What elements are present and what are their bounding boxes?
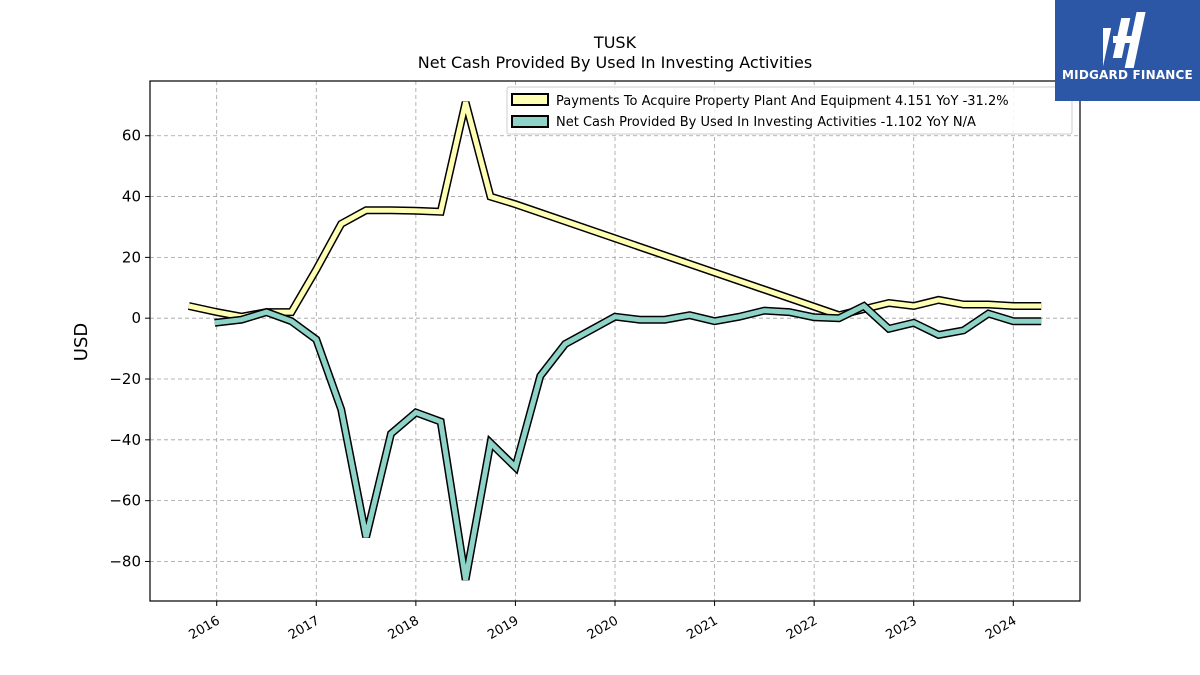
series-layer bbox=[187, 101, 1042, 581]
series-outline bbox=[214, 301, 1042, 581]
brand-mark-icon bbox=[1103, 12, 1146, 68]
series-line bbox=[214, 303, 1042, 581]
x-tick-label: 2016 bbox=[187, 613, 223, 643]
series-line bbox=[188, 101, 1042, 320]
y-tick-label: −20 bbox=[109, 370, 141, 388]
x-tick-label: 2017 bbox=[286, 613, 322, 643]
y-tick-label: 60 bbox=[122, 127, 141, 145]
y-tick-label: 40 bbox=[122, 188, 141, 206]
x-tick-label: 2022 bbox=[784, 613, 820, 643]
x-tick-label: 2021 bbox=[684, 613, 720, 643]
grid bbox=[150, 81, 1080, 601]
y-tick-label: −40 bbox=[109, 431, 141, 449]
y-tick-label: 0 bbox=[131, 309, 141, 327]
legend: Payments To Acquire Property Plant And E… bbox=[506, 86, 1073, 135]
brand-logo: MIDGARD FINANCE bbox=[1055, 0, 1200, 101]
y-tick-label: −80 bbox=[109, 552, 141, 570]
chart-subtitle: Net Cash Provided By Used In Investing A… bbox=[418, 53, 812, 72]
legend-label-net-cash: Net Cash Provided By Used In Investing A… bbox=[556, 115, 976, 130]
legend-swatch-payments bbox=[511, 93, 549, 106]
series-net-cash-investing bbox=[214, 301, 1042, 581]
legend-label-payments: Payments To Acquire Property Plant And E… bbox=[556, 94, 1009, 109]
y-tick-label: 20 bbox=[122, 248, 141, 266]
x-tick-label: 2020 bbox=[585, 613, 621, 643]
legend-frame bbox=[506, 86, 1073, 135]
y-tick-label: −60 bbox=[109, 492, 141, 510]
x-tick-label: 2023 bbox=[884, 613, 920, 643]
x-ticks: 2016 2017 2018 2019 2020 2021 2022 2023 2024 bbox=[187, 601, 1019, 643]
brand-name: MIDGARD FINANCE bbox=[1062, 68, 1193, 82]
legend-swatch-net-cash bbox=[511, 115, 549, 128]
series-payments-ppe bbox=[187, 101, 1042, 321]
y-axis-label: USD bbox=[71, 323, 92, 361]
y-ticks: −80 −60 −40 −20 0 20 40 60 bbox=[109, 127, 150, 570]
chart-title: TUSK bbox=[593, 33, 637, 52]
x-tick-label: 2018 bbox=[386, 613, 422, 643]
x-tick-label: 2024 bbox=[983, 613, 1019, 643]
x-tick-label: 2019 bbox=[485, 613, 521, 643]
